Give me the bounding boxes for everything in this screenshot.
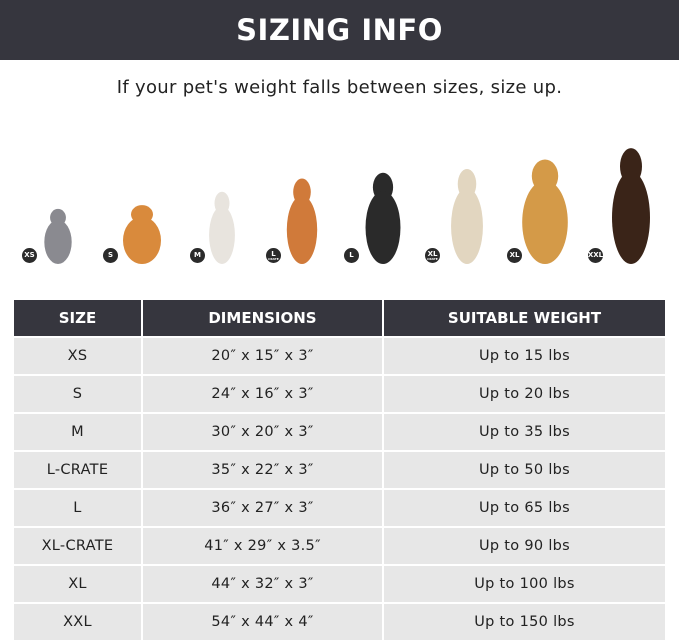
badge-sublabel: CRATE <box>427 256 438 261</box>
pet-image-cat <box>40 206 76 264</box>
table-header-row: SIZE DIMENSIONS SUITABLE WEIGHT <box>14 300 665 337</box>
badge-label: XL <box>427 249 438 258</box>
pet-image-golden-retriever <box>515 154 575 264</box>
cell-size: XXL <box>14 602 143 640</box>
badge-label: XL <box>509 251 520 259</box>
size-badge: M <box>190 248 205 263</box>
pet-image-labrador <box>446 164 488 264</box>
cell-weight: Up to 90 lbs <box>383 526 665 565</box>
size-badge: XXL <box>588 248 603 263</box>
cell-weight: Up to 50 lbs <box>383 450 665 489</box>
table-row: XL 44″ x 32″ x 3″ Up to 100 lbs <box>14 564 665 603</box>
sizing-table: SIZE DIMENSIONS SUITABLE WEIGHT XS 20″ x … <box>14 300 665 640</box>
badge-label: S <box>107 251 114 259</box>
badge-sublabel: CRATE <box>268 256 279 261</box>
size-badge: XL CRATE <box>425 248 440 263</box>
subtitle: If your pet's weight falls between sizes… <box>116 77 563 98</box>
cell-weight: Up to 20 lbs <box>383 374 665 413</box>
table-row: XS 20″ x 15″ x 3″ Up to 15 lbs <box>14 336 665 375</box>
cell-weight: Up to 15 lbs <box>383 336 665 375</box>
pet-image-french-bulldog <box>205 188 239 264</box>
table-row: M 30″ x 20″ x 3″ Up to 35 lbs <box>14 412 665 451</box>
size-badge: S <box>103 248 118 263</box>
cell-size: L <box>14 488 143 527</box>
cell-size: XL-CRATE <box>14 526 143 565</box>
table-row: S 24″ x 16″ x 3″ Up to 20 lbs <box>14 374 665 413</box>
badge-label: XS <box>24 251 35 259</box>
cell-size: S <box>14 374 143 413</box>
size-badge: L <box>344 248 359 263</box>
cell-size: XS <box>14 336 143 375</box>
badge-label: L <box>349 251 354 259</box>
cell-dimensions: 20″ x 15″ x 3″ <box>142 336 384 375</box>
size-badge: XS <box>22 248 37 263</box>
table-row: XXL 54″ x 44″ x 4″ Up to 150 lbs <box>14 602 665 640</box>
header-dimensions: DIMENSIONS <box>142 300 384 337</box>
cell-dimensions: 35″ x 22″ x 3″ <box>142 450 384 489</box>
header-weight: SUITABLE WEIGHT <box>383 300 665 337</box>
cell-weight: Up to 65 lbs <box>383 488 665 527</box>
cell-size: XL <box>14 564 143 603</box>
cell-weight: Up to 100 lbs <box>383 564 665 603</box>
cell-weight: Up to 35 lbs <box>383 412 665 451</box>
header-size: SIZE <box>14 300 143 337</box>
pet-image-border-collie <box>360 168 406 264</box>
cell-size: M <box>14 412 143 451</box>
banner-title: SIZING INFO <box>0 0 679 60</box>
size-badge: XL <box>507 248 522 263</box>
pet-image-pomeranian <box>117 202 167 264</box>
size-badge: L CRATE <box>266 248 281 263</box>
cell-dimensions: 36″ x 27″ x 3″ <box>142 488 384 527</box>
pet-image-doberman <box>606 142 656 264</box>
cell-size: L-CRATE <box>14 450 143 489</box>
table-row: XL-CRATE 41″ x 29″ x 3.5″ Up to 90 lbs <box>14 526 665 565</box>
table-row: L 36″ x 27″ x 3″ Up to 65 lbs <box>14 488 665 527</box>
pet-image-shiba-inu <box>282 174 322 264</box>
cell-weight: Up to 150 lbs <box>383 602 665 640</box>
badge-label: M <box>194 251 201 259</box>
table-row: L-CRATE 35″ x 22″ x 3″ Up to 50 lbs <box>14 450 665 489</box>
badge-label: L <box>271 249 276 258</box>
cell-dimensions: 30″ x 20″ x 3″ <box>142 412 384 451</box>
cell-dimensions: 24″ x 16″ x 3″ <box>142 374 384 413</box>
badge-label: XXL <box>587 251 604 259</box>
cell-dimensions: 54″ x 44″ x 4″ <box>142 602 384 640</box>
cell-dimensions: 44″ x 32″ x 3″ <box>142 564 384 603</box>
cell-dimensions: 41″ x 29″ x 3.5″ <box>142 526 384 565</box>
